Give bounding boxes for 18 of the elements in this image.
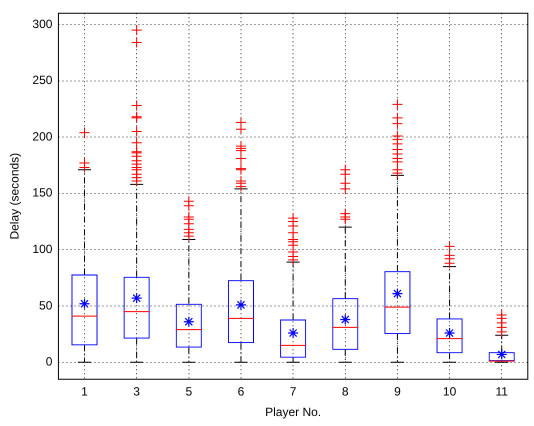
y-tick-label: 250 bbox=[32, 73, 53, 88]
x-tick-label: 8 bbox=[342, 384, 349, 399]
y-tick-label: 0 bbox=[46, 354, 53, 369]
y-tick-label: 50 bbox=[39, 298, 53, 312]
x-tick-label: 6 bbox=[238, 384, 245, 399]
x-tick-label: 5 bbox=[185, 384, 192, 399]
x-tick-label: 1 bbox=[81, 384, 88, 399]
x-tick-label: 10 bbox=[442, 384, 457, 399]
x-tick-label: 3 bbox=[133, 384, 140, 399]
x-tick-label: 7 bbox=[290, 384, 297, 399]
x-tick-label: 9 bbox=[394, 384, 402, 399]
y-tick-label: 150 bbox=[32, 186, 53, 200]
y-axis-title: Delay (seconds) bbox=[8, 152, 22, 240]
y-tick-label: 200 bbox=[32, 129, 53, 144]
y-tick-label: 300 bbox=[32, 16, 53, 31]
x-axis-title: Player No. bbox=[265, 405, 322, 420]
x-tick-label: 11 bbox=[495, 384, 508, 399]
y-tick-label: 100 bbox=[32, 242, 53, 256]
